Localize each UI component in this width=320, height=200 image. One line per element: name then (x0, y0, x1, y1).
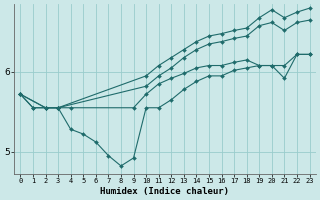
X-axis label: Humidex (Indice chaleur): Humidex (Indice chaleur) (100, 187, 229, 196)
